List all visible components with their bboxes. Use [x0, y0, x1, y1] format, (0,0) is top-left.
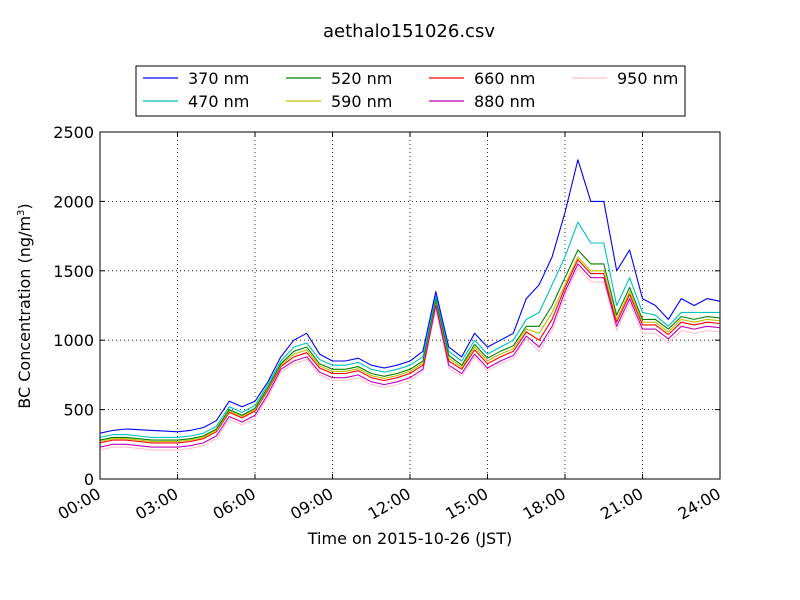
series-line-660-nm — [99, 259, 721, 444]
y-tick-label: 2500 — [53, 123, 94, 142]
y-axis-label-main: BC Concentration (ng/m — [15, 216, 34, 409]
legend-label: 590 nm — [331, 92, 392, 111]
series-layer — [99, 159, 721, 451]
series-line-950-nm — [99, 267, 721, 451]
y-tick-label: 1500 — [53, 262, 94, 281]
plot-frame — [99, 131, 721, 480]
y-tick-label: 1000 — [53, 331, 94, 350]
series-line-370-nm — [99, 159, 721, 434]
y-axis-label-close: ) — [15, 203, 34, 209]
series-line-880-nm — [99, 263, 721, 448]
x-axis-label: Time on 2015-10-26 (JST) — [307, 529, 512, 548]
legend-label: 880 nm — [474, 92, 535, 111]
y-tick-label: 500 — [63, 401, 94, 420]
legend-label: 950 nm — [617, 69, 678, 88]
y-axis-label: BC Concentration (ng/m3) — [15, 203, 34, 408]
y-tick-labels: 0 500 1000 1500 2000 2500 — [53, 123, 94, 489]
series-line-470-nm — [99, 221, 720, 438]
legend-label: 470 nm — [188, 92, 249, 111]
legend-label: 370 nm — [188, 69, 249, 88]
y-tick-label: 2000 — [53, 192, 94, 211]
legend-label: 520 nm — [331, 69, 392, 88]
series-line-590-nm — [99, 256, 721, 443]
legend: 370 nm 470 nm 520 nm 590 nm 660 nm 880 nm 950 … — [135, 65, 686, 117]
y-axis-label-superscript: 3 — [16, 210, 27, 216]
series-line-520-nm — [99, 249, 721, 441]
y-tick-label: 0 — [84, 470, 94, 489]
legend-box — [135, 65, 686, 117]
legend-label: 660 nm — [474, 69, 535, 88]
chart-title: aethalo151026.csv — [323, 21, 495, 42]
